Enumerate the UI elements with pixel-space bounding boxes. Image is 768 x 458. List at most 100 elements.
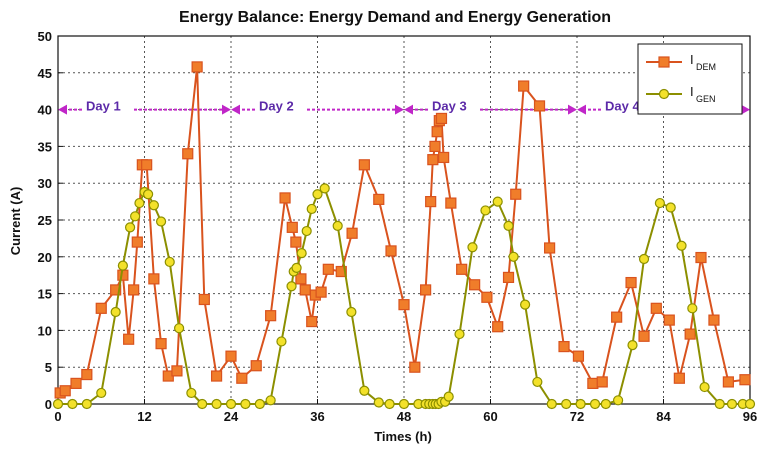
day-arrow-right	[741, 104, 750, 115]
data-point-gen	[286, 281, 297, 292]
y-tick-label: 20	[38, 250, 52, 265]
data-point-dem	[445, 197, 457, 209]
plot-area: 0 12 24 36 48 60 72 84 96 0 5 10 15 20 25 30 35 40 45 50 Day…	[38, 29, 758, 424]
data-point-dem	[110, 284, 122, 296]
data-point-dem	[315, 286, 327, 298]
x-tick-label: 60	[483, 409, 497, 424]
x-tick-label: 96	[743, 409, 757, 424]
data-point-dem	[469, 279, 481, 291]
data-point-gen	[546, 398, 557, 410]
data-point-dem	[502, 271, 515, 284]
data-point-dem	[322, 263, 334, 275]
data-point-gen	[398, 398, 410, 410]
legend-label-subscript: DEM	[696, 62, 716, 72]
data-point-dem	[198, 293, 210, 306]
data-point-gen	[225, 398, 237, 410]
data-point-dem	[420, 284, 432, 296]
data-point-dem	[265, 310, 277, 322]
data-point-dem	[385, 245, 397, 257]
data-point-gen	[240, 398, 251, 410]
y-tick-label: 45	[38, 66, 52, 81]
data-point-gen	[117, 260, 128, 271]
x-tick-label: 0	[54, 409, 61, 424]
data-point-dem	[722, 376, 734, 388]
data-point-gen	[384, 398, 395, 410]
data-point-dem	[358, 159, 370, 171]
data-point-gen	[110, 306, 121, 318]
data-point-gen	[124, 222, 136, 233]
y-tick-label: 5	[45, 360, 52, 375]
legend-label: I	[690, 84, 694, 99]
data-point-gen	[186, 387, 197, 399]
data-point-dem	[123, 333, 135, 345]
data-point-gen	[52, 398, 64, 410]
data-point-dem	[684, 328, 696, 340]
data-point-dem	[295, 273, 307, 285]
x-tick-label: 12	[137, 409, 151, 424]
day-arrow-left	[58, 104, 67, 115]
data-point-dem	[279, 192, 291, 204]
data-point-dem	[155, 338, 167, 350]
data-point-gen	[174, 323, 185, 334]
data-point-gen	[492, 196, 503, 207]
data-point-dem	[191, 61, 203, 73]
data-point-gen	[134, 197, 145, 209]
data-point-dem	[148, 273, 160, 285]
legend-label: I	[690, 52, 694, 67]
data-point-gen	[291, 262, 302, 273]
data-point-dem	[398, 299, 410, 311]
day-arrow-left	[404, 104, 413, 115]
data-point-gen	[589, 398, 601, 410]
data-point-gen	[638, 253, 650, 265]
data-point-dem	[492, 321, 504, 333]
data-point-dem	[131, 236, 143, 248]
data-point-dem	[510, 188, 522, 200]
y-axis-label: Current (A)	[8, 187, 23, 256]
data-point-gen	[676, 240, 687, 251]
data-point-dem	[638, 330, 650, 342]
day-arrow-right	[395, 104, 404, 115]
data-point-dem	[299, 284, 311, 296]
data-point-dem	[286, 221, 298, 233]
data-point-dem	[171, 365, 183, 377]
day-label: Day 1	[86, 99, 121, 114]
data-point-gen	[346, 306, 357, 318]
y-tick-label: 30	[38, 176, 52, 191]
x-axis-label: Times (h)	[374, 429, 432, 444]
data-point-gen	[699, 381, 710, 393]
data-point-gen	[96, 387, 107, 399]
data-point-gen	[312, 189, 323, 200]
data-point-gen	[627, 340, 638, 351]
data-point-gen	[164, 256, 175, 268]
data-point-dem	[427, 154, 439, 166]
legend-marker	[658, 56, 670, 68]
data-point-gen	[519, 299, 531, 310]
data-point-gen	[654, 197, 665, 209]
y-tick-label: 10	[38, 323, 52, 338]
day-arrow-left	[577, 104, 586, 115]
data-point-gen	[197, 398, 208, 410]
data-point-dem	[250, 360, 262, 372]
data-point-dem	[625, 276, 637, 289]
data-point-gen	[612, 395, 624, 406]
day-label: Day 3	[432, 99, 467, 114]
data-point-gen	[67, 398, 78, 410]
data-point-dem	[533, 100, 546, 112]
data-point-gen	[726, 398, 738, 410]
data-point-dem	[335, 265, 347, 278]
day-label-background	[82, 99, 134, 114]
data-point-dem	[236, 372, 248, 384]
data-point-dem	[438, 151, 450, 164]
data-point-dem	[59, 385, 71, 397]
day-arrow-right	[568, 104, 577, 115]
data-point-dem	[518, 80, 530, 92]
data-point-gen	[443, 391, 454, 402]
data-point-dem	[182, 148, 194, 160]
data-point-dem	[141, 159, 153, 171]
data-point-dem	[695, 251, 707, 264]
x-tick-label: 72	[570, 409, 584, 424]
data-point-dem	[290, 236, 302, 248]
data-point-dem	[435, 112, 448, 125]
data-point-dem	[95, 302, 107, 314]
